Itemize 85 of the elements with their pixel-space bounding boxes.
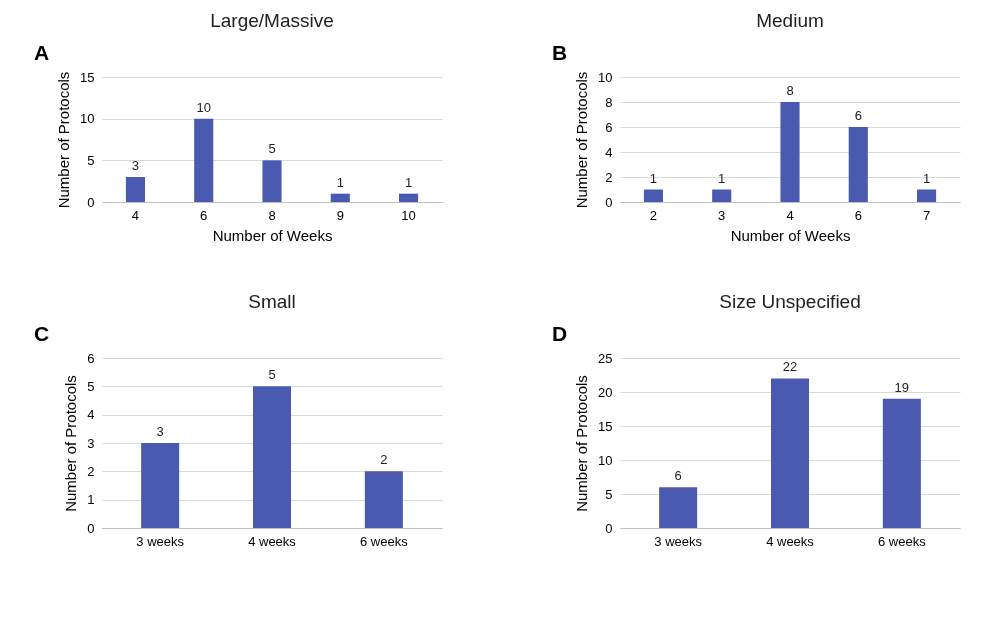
x-tick-label: 4 <box>131 207 140 223</box>
data-label: 10 <box>196 99 211 115</box>
data-label: 22 <box>782 359 798 375</box>
data-label: 1 <box>922 170 931 186</box>
y-tick-label: 8 <box>605 94 613 110</box>
bar <box>643 189 664 202</box>
bar <box>916 189 937 202</box>
bar <box>125 177 146 202</box>
y-tick-label: 10 <box>598 69 613 85</box>
bar <box>659 487 698 528</box>
x-axis-title: Number of Weeks <box>212 226 333 244</box>
chart-title: Medium <box>756 10 824 31</box>
x-tick-label: 8 <box>268 207 276 223</box>
bar <box>364 471 403 528</box>
x-tick-label: 7 <box>922 207 931 223</box>
x-tick-label: 6 weeks <box>877 533 927 549</box>
y-tick-label: 6 <box>87 350 95 366</box>
y-tick-label: 10 <box>80 111 95 127</box>
x-tick-label: 3 weeks <box>654 533 703 549</box>
y-tick-label: 5 <box>87 378 95 394</box>
data-label: 6 <box>674 468 682 484</box>
x-tick-label: 4 weeks <box>248 533 297 549</box>
x-tick-label: 4 weeks <box>766 533 815 549</box>
bar <box>194 118 214 202</box>
bar <box>770 378 810 528</box>
x-tick-label: 3 <box>718 207 726 223</box>
x-tick-label: 6 weeks <box>359 533 409 549</box>
bar <box>262 160 282 202</box>
data-label: 19 <box>894 379 910 395</box>
x-tick-label: 3 weeks <box>136 533 185 549</box>
bar <box>252 386 292 528</box>
data-label: 1 <box>718 170 726 186</box>
data-label: 8 <box>786 83 794 98</box>
y-axis-title: Number of Protocols <box>573 375 591 512</box>
data-label: 1 <box>404 174 413 190</box>
chart-title: Size Unspecified <box>719 291 861 312</box>
text: A <box>34 41 50 64</box>
y-tick-label: 3 <box>87 435 95 451</box>
bar <box>398 193 419 202</box>
data-label: 5 <box>268 367 276 383</box>
y-tick-label: 0 <box>605 520 613 536</box>
y-tick-label: 6 <box>605 119 613 135</box>
x-tick-label: 2 <box>649 207 658 223</box>
text: B <box>552 41 568 64</box>
data-label: 1 <box>649 170 658 186</box>
x-tick-label: 4 <box>786 207 794 223</box>
data-label: 6 <box>854 108 862 123</box>
y-tick-label: 2 <box>605 169 613 185</box>
bar <box>780 102 800 202</box>
data-label: 2 <box>380 452 388 468</box>
x-axis-title: Number of Weeks <box>730 226 851 244</box>
y-tick-label: 0 <box>87 194 95 210</box>
y-tick-label: 5 <box>87 152 95 168</box>
bar <box>141 443 180 528</box>
y-tick-label: 4 <box>87 407 95 423</box>
y-tick-label: 15 <box>598 418 613 434</box>
y-tick-label: 1 <box>87 492 95 508</box>
y-axis-title: Number of Protocols <box>62 375 80 512</box>
bar <box>330 193 350 202</box>
y-tick-label: 20 <box>598 384 613 400</box>
y-tick-label: 0 <box>605 194 613 210</box>
x-tick-label: 6 <box>854 207 862 223</box>
y-tick-label: 4 <box>605 144 613 160</box>
bar <box>712 189 732 202</box>
y-tick-label: 25 <box>598 350 613 366</box>
x-tick-label: 6 <box>200 207 208 223</box>
bar <box>848 127 868 202</box>
data-label: 3 <box>131 158 140 173</box>
text: C <box>34 322 50 345</box>
y-axis-title: Number of Protocols <box>55 71 73 209</box>
chart-title: Small <box>248 291 296 312</box>
x-tick-label: 9 <box>336 207 344 223</box>
y-tick-label: 10 <box>598 452 613 468</box>
y-tick-label: 15 <box>80 69 95 85</box>
data-label: 3 <box>156 424 164 439</box>
text: D <box>552 322 568 345</box>
y-tick-label: 0 <box>87 520 95 536</box>
y-axis-title: Number of Protocols <box>573 71 591 209</box>
y-tick-label: 5 <box>605 486 613 502</box>
x-tick-label: 10 <box>401 207 416 223</box>
data-label: 5 <box>268 141 276 157</box>
data-label: 1 <box>336 174 344 190</box>
y-tick-label: 2 <box>87 463 95 479</box>
bar <box>882 398 921 528</box>
chart-title: Large/Massive <box>210 10 334 31</box>
